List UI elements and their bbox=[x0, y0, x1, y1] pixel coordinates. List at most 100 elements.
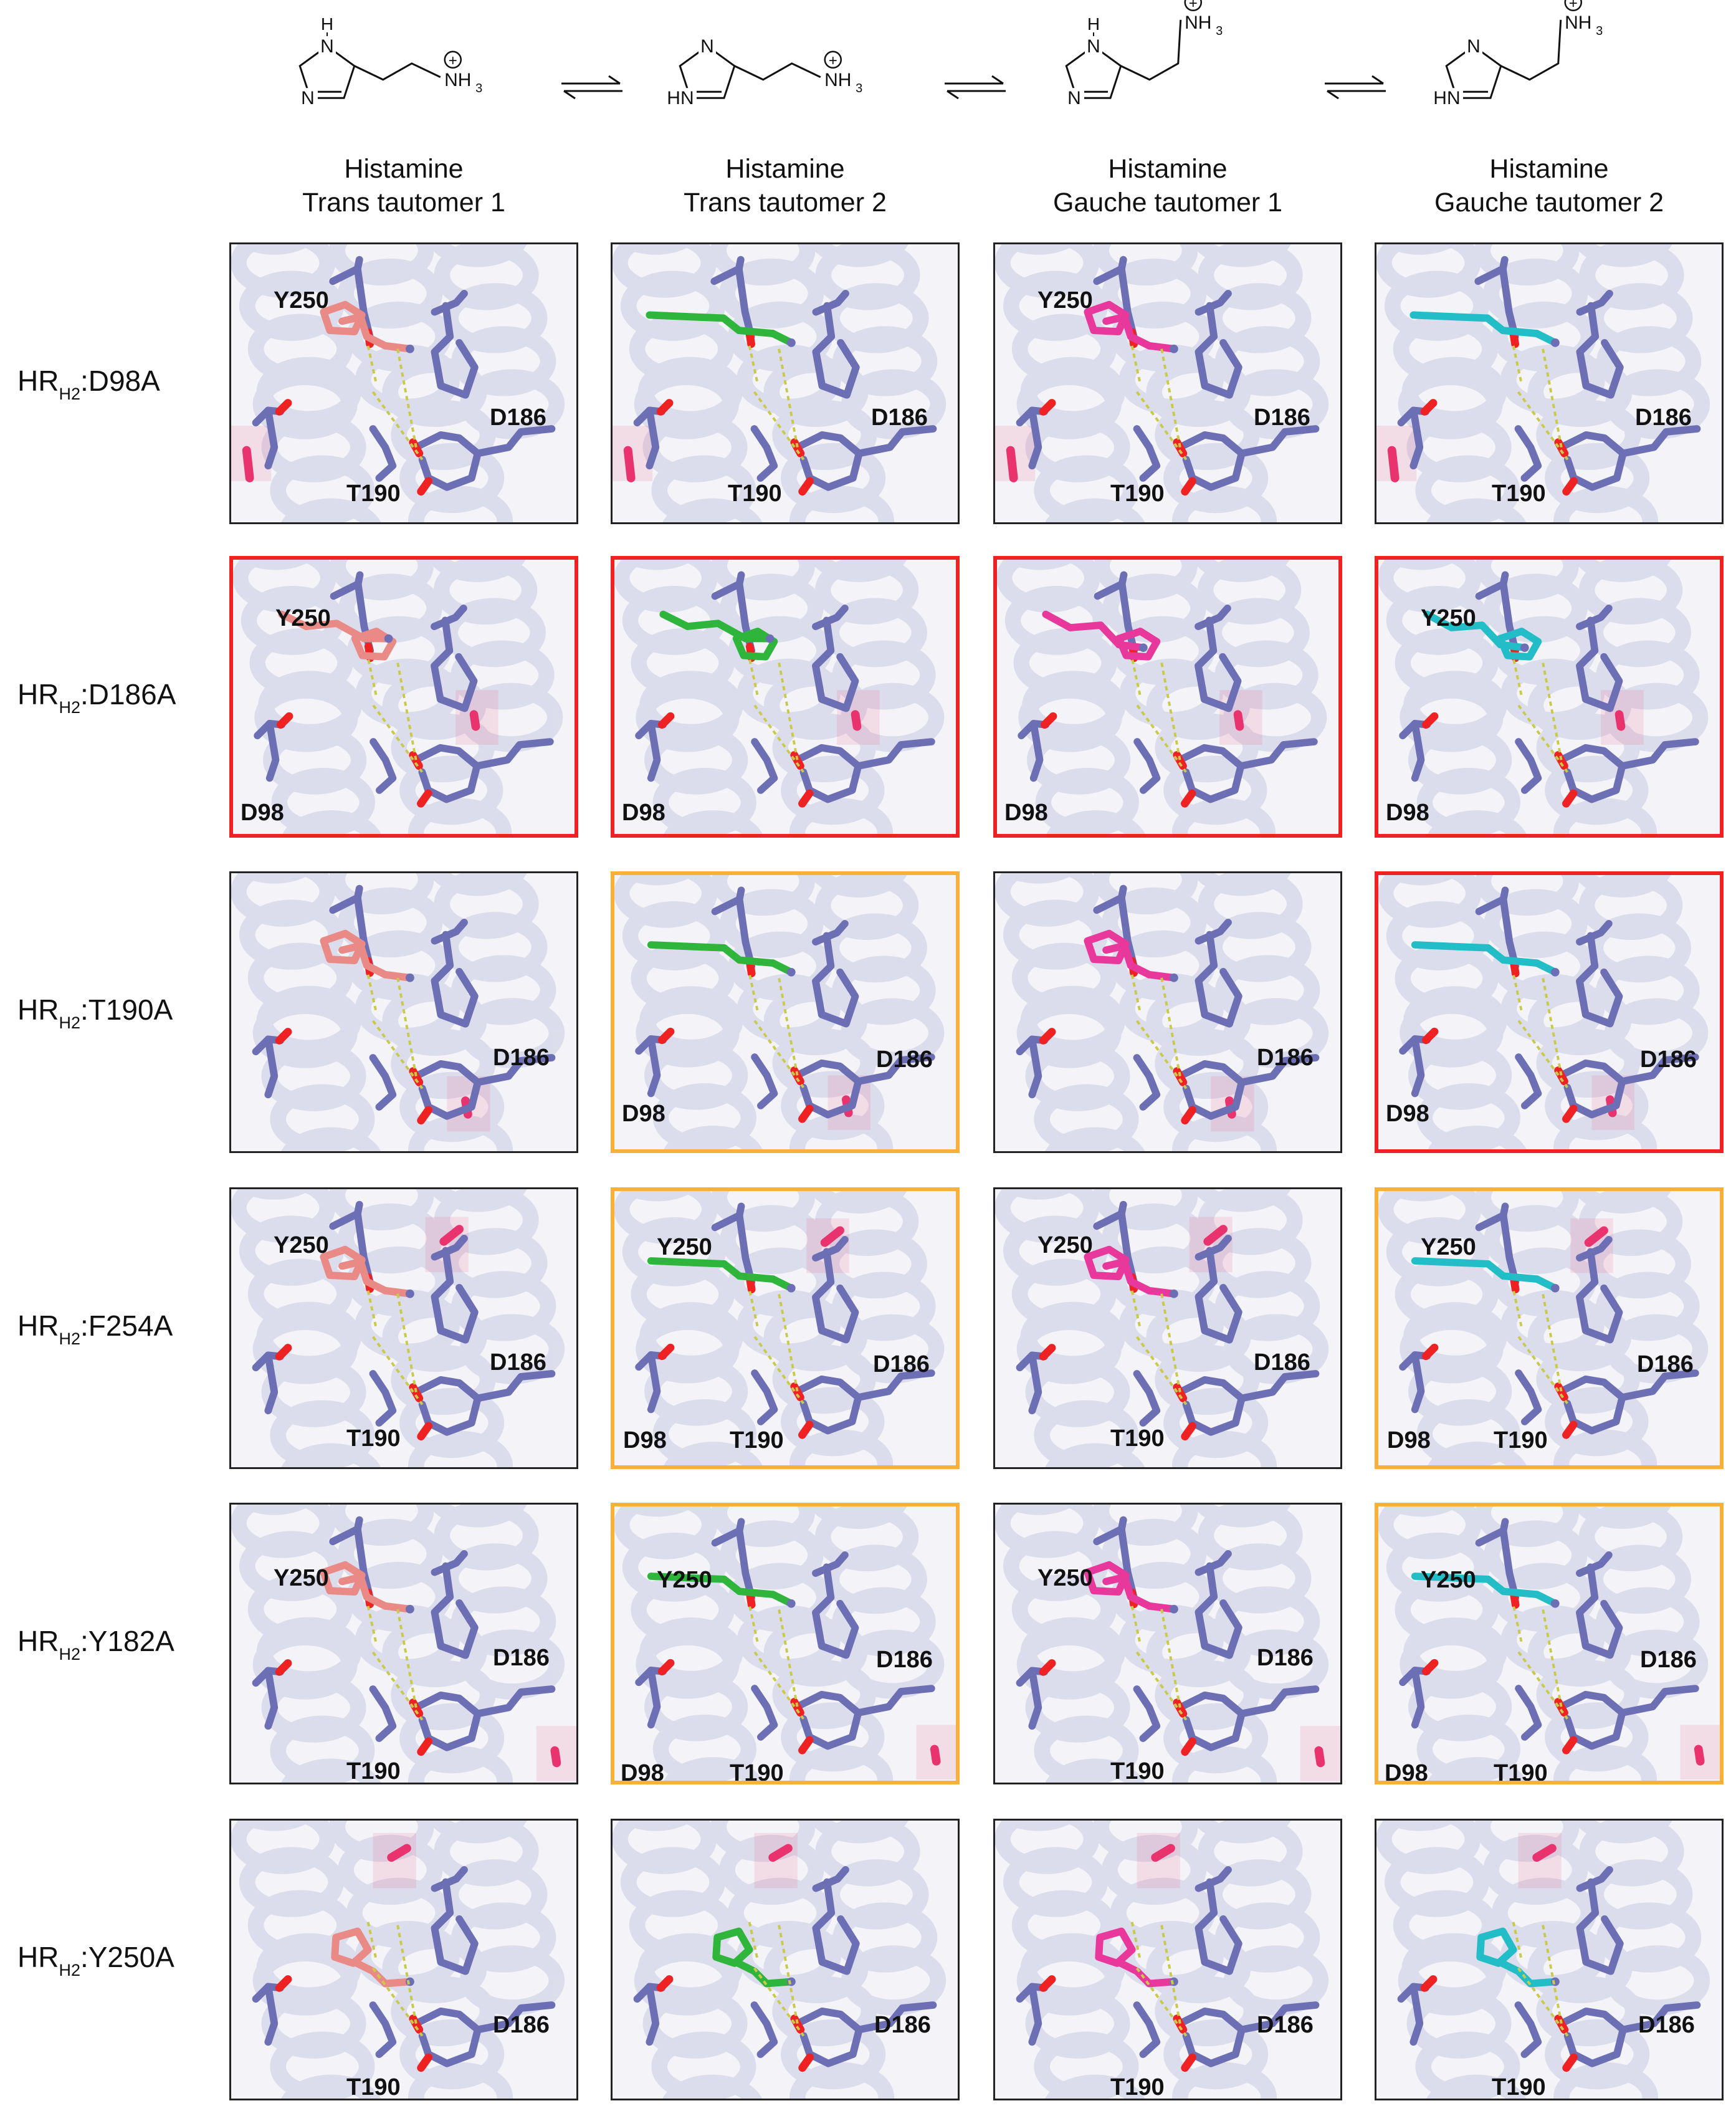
residue-stick bbox=[1576, 1866, 1613, 1892]
residue-d98 bbox=[1028, 1351, 1042, 1415]
residue-d98 bbox=[264, 1351, 279, 1415]
hydrogen-bond bbox=[753, 704, 804, 773]
oxygen-atom bbox=[409, 438, 424, 457]
oxygen-atom bbox=[798, 477, 814, 496]
hydrogen-bond bbox=[1517, 1336, 1568, 1404]
residue-label-d186: D186 bbox=[1254, 405, 1310, 431]
helix-cartoon bbox=[614, 1191, 945, 1465]
residue-label-d186: D186 bbox=[874, 2012, 931, 2038]
hydrogen-bond bbox=[1135, 1967, 1188, 2037]
hydrogen-bond bbox=[778, 348, 799, 448]
ring-nh-group: HN bbox=[667, 88, 694, 108]
column-label-4: Histamine Gauche tautomer 2 bbox=[1375, 152, 1724, 219]
residue-label-t190: T190 bbox=[1110, 1425, 1165, 1452]
ammonium-group: NH bbox=[444, 70, 471, 90]
row-label-prefix: HR bbox=[17, 1625, 59, 1657]
residue-ring bbox=[1195, 302, 1242, 399]
histamine-ligand bbox=[1084, 1245, 1178, 1298]
oxygen-atom bbox=[1554, 2014, 1569, 2034]
row-label-2: HRH2:D186A bbox=[17, 676, 223, 717]
docking-panel-r1-c1: Y250 D186 T190 bbox=[229, 242, 578, 524]
oxygen-atom bbox=[798, 1736, 814, 1755]
residue-t190 bbox=[1515, 1369, 1542, 1425]
residue-label-d186: D186 bbox=[1257, 1045, 1314, 1071]
residue-d186 bbox=[1238, 2001, 1320, 2034]
histamine-ligand bbox=[1411, 941, 1560, 977]
mutated-residue bbox=[242, 446, 254, 482]
residue-stick bbox=[1576, 1551, 1613, 1577]
mutated-residue bbox=[469, 710, 480, 731]
oxygen-atom bbox=[1039, 1344, 1056, 1361]
residue-ring bbox=[1576, 616, 1623, 712]
residue-label-y250: Y250 bbox=[1421, 1567, 1476, 1593]
oxygen-atom bbox=[1554, 1698, 1568, 1717]
ring-nitrogen: N bbox=[1467, 36, 1481, 57]
histamine-ligand bbox=[1411, 1257, 1560, 1293]
row-label-prefix: HR bbox=[17, 1941, 59, 1973]
residue-t190 bbox=[1133, 1685, 1161, 1742]
residue-stick bbox=[1195, 290, 1232, 316]
oxygen-atom bbox=[1173, 1698, 1188, 1718]
residue-ring bbox=[1576, 1878, 1624, 1975]
hydrogen-bond bbox=[1130, 345, 1142, 383]
residue-d98 bbox=[264, 1035, 279, 1099]
hydrogen-bond bbox=[1542, 1609, 1563, 1707]
oxygen-atom bbox=[1562, 477, 1578, 496]
residue-label-t190: T190 bbox=[1494, 1427, 1548, 1453]
hydrogen-bond bbox=[371, 1651, 424, 1721]
docking-panel-r3-c4: D186 D98 bbox=[1375, 871, 1724, 1153]
residue-label-d186: D186 bbox=[1638, 2012, 1695, 2038]
hydrogen-bond bbox=[1542, 348, 1563, 448]
hydrogen-bond bbox=[1135, 1336, 1188, 1405]
docking-panel-r4-c1: Y250 D186 T190 bbox=[229, 1187, 578, 1469]
residue-label-d186: D186 bbox=[1637, 1351, 1694, 1377]
ring-nitrogen: N bbox=[301, 88, 315, 108]
residue-label-d98: D98 bbox=[1386, 800, 1429, 826]
residue-d186 bbox=[1238, 1685, 1320, 1718]
residue-stick bbox=[1195, 1866, 1232, 1892]
residue-t190 bbox=[751, 1369, 778, 1425]
residue-ring bbox=[431, 302, 479, 399]
residue-d186 bbox=[1618, 1685, 1699, 1716]
hydrogen-bond bbox=[1130, 1922, 1142, 1960]
residue-ring bbox=[431, 1247, 479, 1344]
residue-ring bbox=[1576, 932, 1623, 1028]
column-title: Histamine bbox=[344, 154, 464, 184]
row-label-subscript: H2 bbox=[59, 1013, 80, 1032]
oxygen-atom bbox=[1562, 1420, 1578, 1439]
hydrogen-bond bbox=[1517, 391, 1569, 461]
histamine-ligand bbox=[647, 1257, 796, 1293]
mutated-residue bbox=[550, 1746, 561, 1768]
residue-stick bbox=[1576, 290, 1613, 316]
histamine-structure-1: N H N NH 3 + bbox=[268, 0, 592, 143]
oxygen-atom bbox=[1181, 1737, 1197, 1756]
oxygen-atom bbox=[790, 2014, 805, 2034]
oxygen-atom bbox=[409, 1383, 424, 1402]
residue-ring bbox=[1195, 616, 1242, 712]
hydrogen-bond bbox=[748, 975, 759, 1012]
residue-stick bbox=[812, 1551, 849, 1577]
column-subtitle: Trans tautomer 1 bbox=[302, 188, 505, 218]
column-title: Histamine bbox=[1108, 154, 1228, 184]
hydrogen-bond bbox=[1517, 1967, 1569, 2037]
residue-d186 bbox=[474, 2001, 556, 2034]
oxygen-atom bbox=[1562, 1104, 1578, 1123]
oxygen-atom bbox=[1420, 1975, 1438, 1992]
residue-label-d186: D186 bbox=[871, 405, 928, 431]
column-subtitle: Gauche tautomer 2 bbox=[1434, 188, 1664, 218]
hydrogen-bond bbox=[753, 1336, 804, 1404]
docking-panel-r5-c3: Y250 D186 T190 bbox=[993, 1503, 1342, 1784]
hydrogen-bond bbox=[366, 1922, 378, 1960]
residue-d186 bbox=[473, 738, 554, 770]
row-label-1: HRH2:D98A bbox=[17, 362, 223, 404]
residue-label-y250: Y250 bbox=[274, 1232, 329, 1258]
histamine-ligand bbox=[646, 311, 796, 347]
residue-label-d98: D98 bbox=[621, 1760, 664, 1784]
docking-panel-r6-c1: D186 T190 bbox=[229, 1819, 578, 2100]
residue-label-d186: D186 bbox=[490, 405, 546, 431]
residue-label-y250: Y250 bbox=[1037, 1565, 1093, 1591]
residue-d98 bbox=[1409, 1983, 1424, 2046]
hydrogen-bond bbox=[396, 1925, 417, 2024]
row-label-subscript: H2 bbox=[59, 1645, 80, 1664]
hydrogen-bond bbox=[748, 345, 759, 383]
